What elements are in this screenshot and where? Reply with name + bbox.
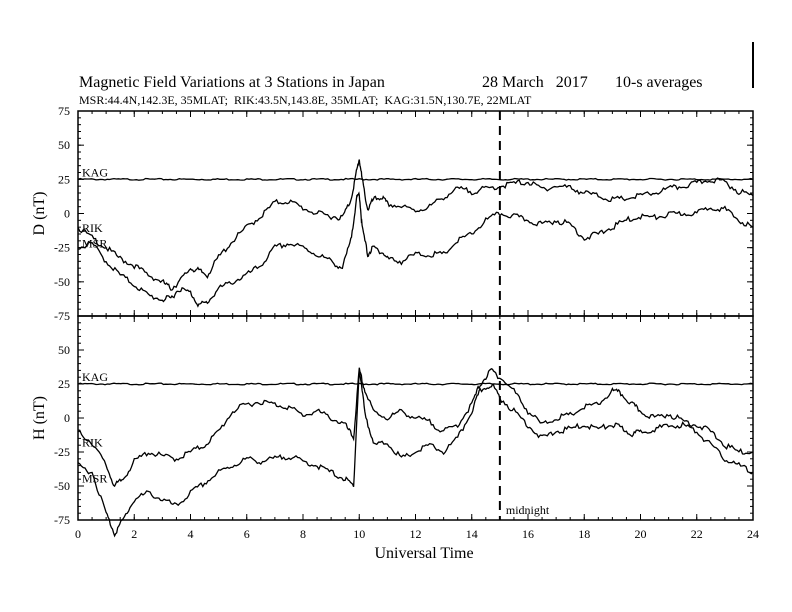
y-tick-label: 50 (58, 138, 70, 152)
series-line-msr (77, 370, 754, 538)
station-label-rik: RIK (82, 221, 103, 235)
y-tick-label: 75 (58, 104, 70, 118)
series-line-rik (77, 367, 754, 488)
series-line-kag (77, 177, 754, 181)
x-tick-label: 20 (635, 527, 647, 541)
plot-frame (77, 110, 754, 317)
chart-date: 28 March 2017 (482, 74, 588, 91)
series-line-kag (77, 382, 754, 386)
x-axis-title: Universal Time (374, 545, 473, 562)
x-tick-label: 24 (747, 527, 759, 541)
y-tick-label: 0 (64, 411, 70, 425)
x-tick-label: 4 (188, 527, 194, 541)
y-tick-label: -75 (54, 309, 70, 323)
series-line-rik (77, 159, 754, 291)
chart-averaging: 10-s averages (615, 74, 703, 91)
midnight-label: midnight (506, 503, 550, 517)
y-tick-label: 25 (58, 172, 70, 186)
x-tick-label: 2 (131, 527, 137, 541)
station-label-msr: MSR (82, 471, 107, 485)
y-tick-label: -25 (54, 445, 70, 459)
station-label-msr: MSR (82, 237, 107, 251)
panel-d: 75 50 25 0 -25 -50 -75 D (nT) KAG RIK MSR (31, 104, 754, 323)
x-tick-label: 0 (75, 527, 81, 541)
stations-info: MSR:44.4N,142.3E, 35MLAT; RIK:43.5N,143.… (79, 93, 532, 107)
x-tick-label: 22 (691, 527, 703, 541)
series-line-msr (77, 191, 754, 308)
y-tick-label: -50 (54, 479, 70, 493)
station-label-kag: KAG (82, 370, 108, 384)
y-axis-title: H (nT) (31, 396, 48, 440)
x-tick-label: 14 (466, 527, 478, 541)
y-tick-label: 25 (58, 377, 70, 391)
x-tick-label: 16 (522, 527, 534, 541)
station-label-rik: RIK (82, 435, 103, 449)
x-tick-label: 6 (244, 527, 250, 541)
y-tick-label: -25 (54, 241, 70, 255)
chart-title: Magnetic Field Variations at 3 Stations … (79, 74, 385, 91)
y-tick-label: 0 (64, 207, 70, 221)
x-tick-label: 18 (578, 527, 590, 541)
x-tick-label: 12 (410, 527, 422, 541)
x-tick-label: 10 (353, 527, 365, 541)
station-label-kag: KAG (82, 165, 108, 179)
y-tick-label: -75 (54, 513, 70, 527)
y-axis-title: D (nT) (31, 192, 48, 236)
x-tick-label: 8 (300, 527, 306, 541)
y-tick-label: -50 (54, 275, 70, 289)
y-tick-label: 50 (58, 343, 70, 357)
